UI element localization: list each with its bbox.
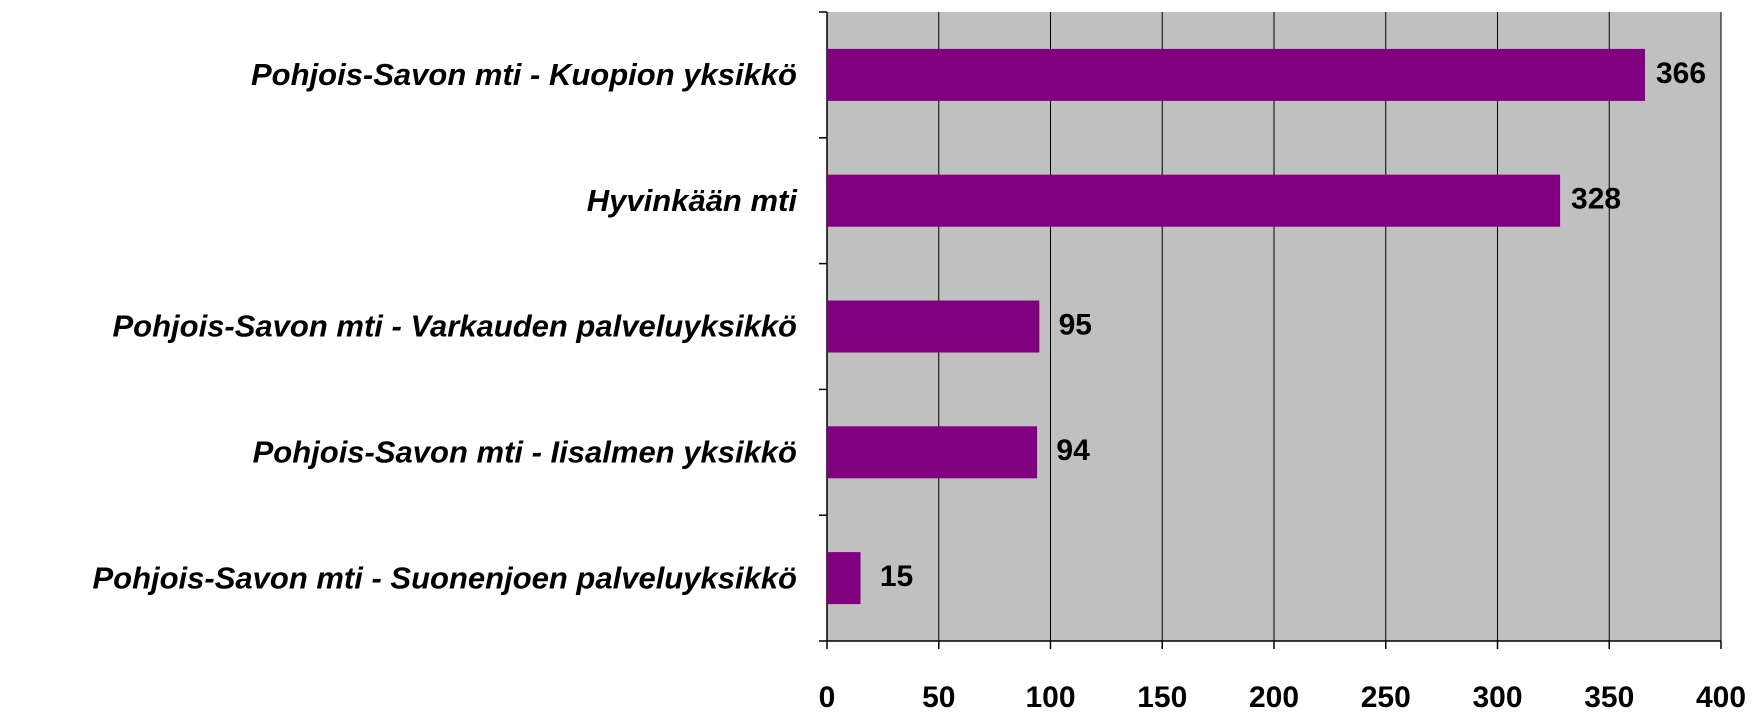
y-tick-label: Pohjois-Savon mti - Kuopion yksikkö [251, 57, 797, 92]
y-tick-label: Hyvinkään mti [587, 183, 799, 218]
x-tick-label: 350 [1584, 681, 1634, 713]
x-tick-label: 200 [1249, 681, 1299, 713]
y-tick-label: Pohjois-Savon mti - Varkauden palveluyks… [112, 309, 797, 344]
y-tick-label: Pohjois-Savon mti - Suonenjoen palveluyk… [92, 560, 797, 595]
data-label: 366 [1656, 57, 1706, 90]
data-label: 15 [880, 560, 913, 593]
bar [827, 300, 1040, 353]
bar [827, 426, 1038, 479]
x-tick-label: 0 [819, 681, 836, 713]
x-tick-label: 100 [1025, 681, 1075, 713]
x-tick-label: 400 [1696, 681, 1746, 713]
data-label: 94 [1056, 434, 1090, 467]
x-tick-label: 300 [1472, 681, 1522, 713]
x-tick-label: 250 [1361, 681, 1411, 713]
bar [827, 552, 861, 605]
bar [827, 48, 1646, 101]
y-tick-label: Pohjois-Savon mti - Iisalmen yksikkö [253, 434, 797, 469]
data-label: 95 [1059, 308, 1092, 341]
data-label: 328 [1571, 183, 1621, 216]
bar [827, 174, 1561, 227]
x-tick-label: 150 [1137, 681, 1187, 713]
x-tick-label: 50 [922, 681, 955, 713]
